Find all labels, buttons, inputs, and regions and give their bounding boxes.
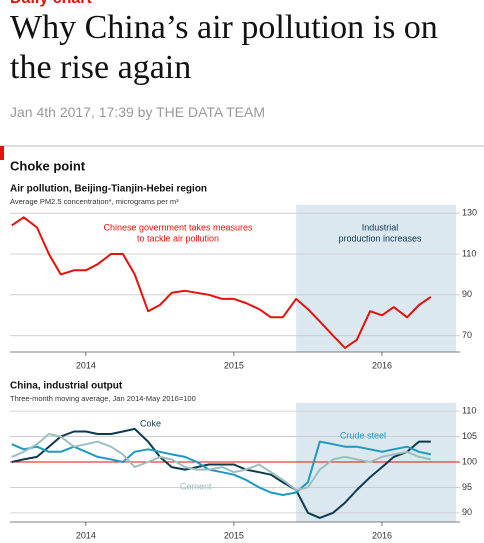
series-label: Coke bbox=[140, 418, 161, 428]
x-tick-label: 2015 bbox=[224, 530, 244, 540]
shaded-period bbox=[296, 205, 456, 352]
series-label: Crude steel bbox=[340, 430, 386, 440]
y-tick-label: 70 bbox=[462, 330, 472, 340]
headline: Why China’s air pollution is on the rise… bbox=[10, 9, 438, 86]
chart-title: Air pollution, Beijing-Tianjin-Hebei reg… bbox=[10, 184, 207, 195]
series-line bbox=[11, 440, 432, 496]
chart-subtitle: Three-month moving average, Jan 2014-May… bbox=[10, 394, 196, 403]
y-tick-label: 105 bbox=[462, 431, 477, 441]
byline: Jan 4th 2017, 17:39 by THE DATA TEAM bbox=[10, 104, 265, 120]
red-tag bbox=[0, 146, 4, 160]
kicker: Daily chart bbox=[10, 0, 92, 8]
annotation: Chinese government takes measures bbox=[103, 222, 253, 232]
series-label: Cement bbox=[180, 481, 212, 491]
y-tick-label: 95 bbox=[462, 482, 472, 492]
y-tick-label: 110 bbox=[462, 406, 476, 416]
x-tick-label: 2016 bbox=[372, 360, 392, 370]
y-tick-label: 110 bbox=[462, 248, 476, 258]
shaded-period bbox=[296, 403, 456, 522]
annotation: production increases bbox=[338, 233, 422, 243]
y-tick-label: 130 bbox=[462, 208, 477, 218]
x-tick-label: 2014 bbox=[76, 530, 96, 540]
x-tick-label: 2014 bbox=[76, 360, 96, 370]
figure-title: Choke point bbox=[10, 158, 86, 173]
chart-title: China, industrial output bbox=[10, 381, 123, 392]
y-tick-label: 90 bbox=[462, 289, 472, 299]
x-tick-label: 2015 bbox=[224, 360, 244, 370]
series-line bbox=[11, 427, 431, 519]
x-tick-label: 2016 bbox=[372, 530, 392, 540]
annotation: Industrial bbox=[362, 222, 399, 232]
annotation: to tackle air pollution bbox=[137, 233, 219, 243]
series-line bbox=[11, 216, 432, 349]
series-line bbox=[11, 433, 432, 491]
chart-subtitle: Average PM2.5 concentration*, micrograms… bbox=[10, 197, 179, 206]
y-tick-label: 100 bbox=[462, 456, 477, 466]
y-tick-label: 90 bbox=[462, 507, 472, 517]
